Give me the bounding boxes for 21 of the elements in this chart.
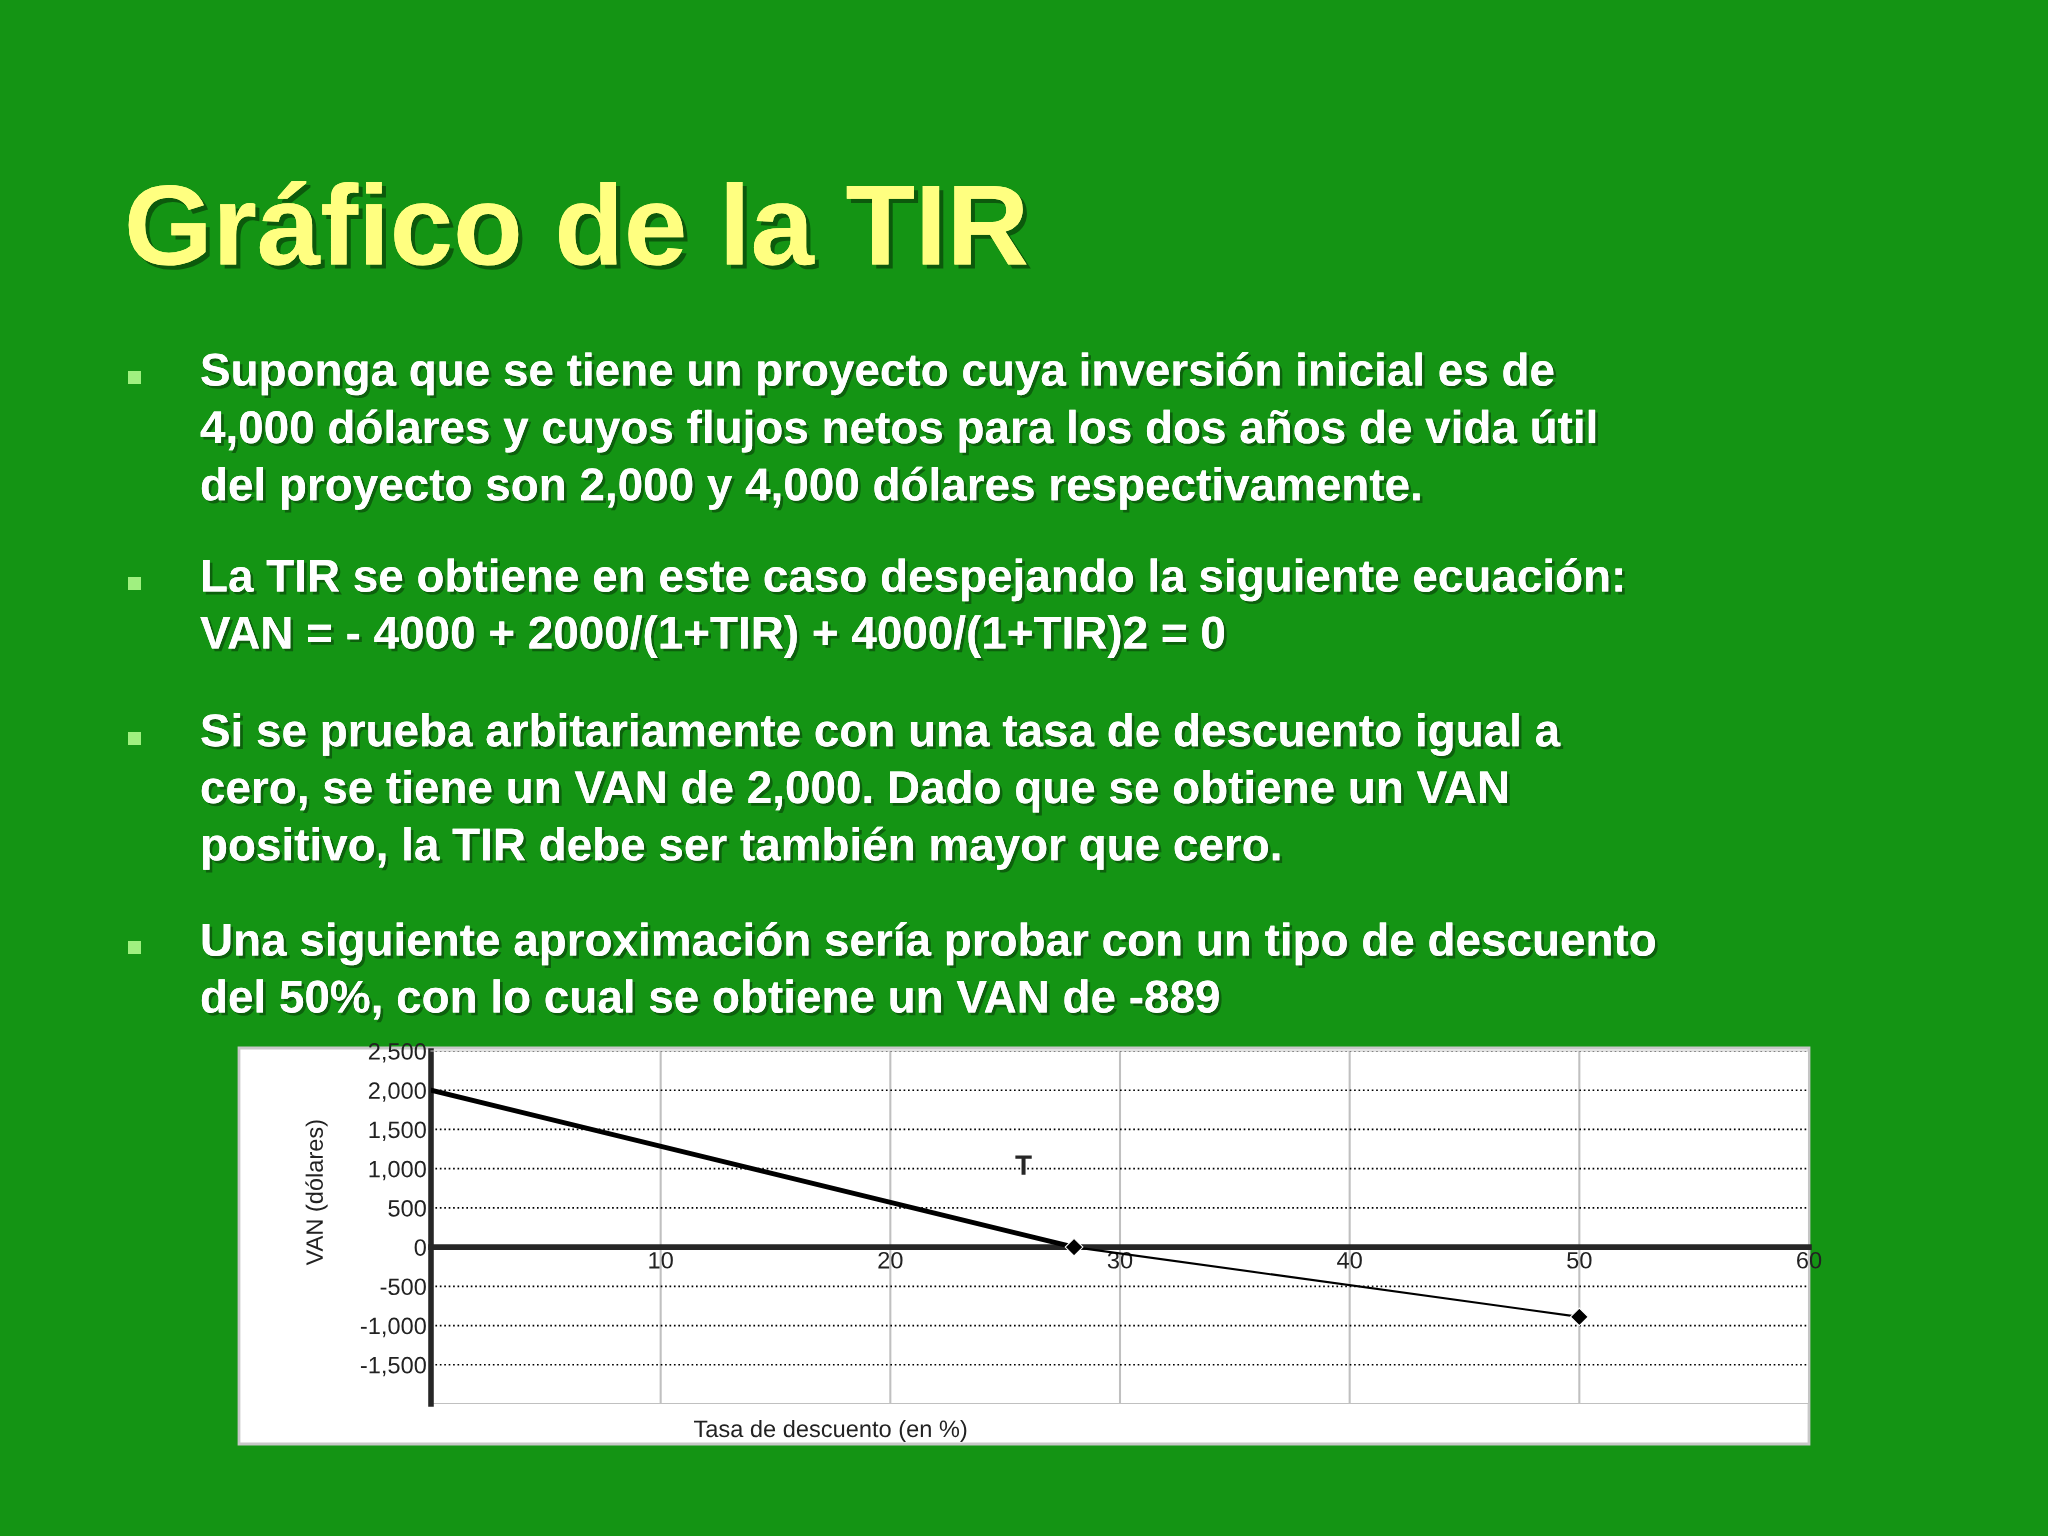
x-tick-label: 50	[1567, 1251, 1592, 1269]
text: Una siguiente aproximación sería probar con un tipo de descuento del 50%, con lo cual se obtiene un VAN de -889	[201, 922, 1658, 1023]
x-tick-label: 20	[878, 1251, 903, 1269]
x-axis-title: Tasa de descuento (en %)	[694, 1419, 967, 1442]
y-tick-label: -1,000	[360, 1317, 426, 1338]
text: Suponga que se tiene un proyecto cuya inversión inicial es de 4,000 dólares y cuyos flujos netos para los dos años de vida útil del proyecto son 2,000 y 4,000 dólares respectivamente.	[200, 352, 1598, 513]
x-tick-label: 10	[649, 1251, 673, 1269]
y-tick-label: 500	[388, 1199, 426, 1217]
y-tick-label: 2,000	[368, 1082, 426, 1102]
chart-title: Gráfico de la TIR	[128, 180, 1031, 270]
text: Si se prueba arbitariamente con una tasa de descuento igual a cero, se tiene un VAN de 2,000. Dado que se obtiene un VAN positivo, la TIR debe ser también mayor que cero.	[201, 713, 1564, 873]
y-tick-label: 1,000	[369, 1160, 426, 1181]
y-tick-label: -500	[380, 1278, 426, 1296]
y-tick-label: 2,500	[368, 1043, 426, 1063]
y-tick-label: -1,500	[360, 1356, 426, 1377]
y-tick-label: 1,500	[369, 1121, 426, 1142]
x-tick-label: 40	[1337, 1251, 1362, 1269]
y-tick-label: 0	[414, 1239, 426, 1256]
text: La TIR se obtiene en este caso despejando la siguiente ecuación: VAN = - 4000 + 2000/(1+TIR) + 4000/(1+TIR)2 = 0	[200, 558, 1625, 661]
y-axis-title: VAN (dólares)	[305, 1120, 328, 1266]
annotation: T	[1015, 1155, 1032, 1175]
